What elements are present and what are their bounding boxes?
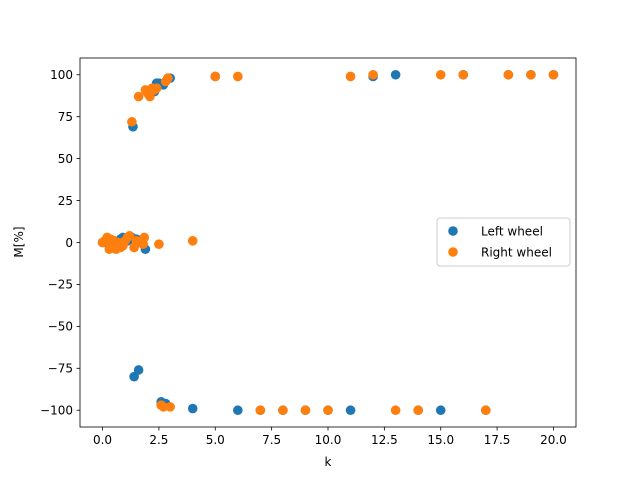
y-tick-label: −50: [48, 320, 73, 334]
data-point: [127, 116, 137, 127]
x-axis-label: k: [325, 455, 332, 469]
data-point: [187, 403, 198, 414]
series-right-wheel: [97, 69, 559, 416]
data-point: [368, 69, 378, 80]
y-tick-label: 100: [50, 68, 73, 82]
data-point: [458, 69, 469, 80]
y-tick-label: −25: [48, 278, 73, 292]
data-point: [124, 230, 135, 241]
data-point: [345, 405, 356, 416]
legend-label: Left wheel: [481, 224, 543, 238]
x-tick-label: 17.5: [484, 433, 511, 447]
y-tick-label: 75: [58, 110, 73, 124]
x-tick-label: 12.5: [371, 433, 398, 447]
data-point: [435, 405, 446, 416]
data-point: [526, 69, 536, 80]
data-point: [548, 69, 559, 80]
data-point: [413, 405, 423, 416]
data-point: [233, 71, 243, 82]
axes: 0.0 2.5 5.0 7.5 10.0 12.5 15.0 17.5 20.0 −100 −75 −…: [40, 57, 577, 447]
x-tick-label: 10.0: [315, 433, 342, 447]
legend-marker: [448, 226, 458, 236]
x-tick-label: 2.5: [149, 433, 168, 447]
data-point: [210, 71, 221, 82]
data-point: [233, 405, 243, 416]
legend-label: Right wheel: [481, 245, 552, 259]
legend-box: [436, 217, 571, 267]
data-point: [435, 69, 446, 80]
data-point: [481, 405, 491, 416]
data-point: [158, 402, 169, 412]
y-tick-label: 25: [58, 194, 73, 208]
data-point: [390, 405, 401, 416]
data-point: [278, 405, 288, 416]
data-point: [163, 73, 173, 83]
data-point: [187, 236, 198, 246]
y-tick-label: −75: [48, 362, 73, 376]
data-point: [390, 69, 401, 80]
legend: Left wheel Right wheel: [436, 217, 571, 267]
data-point: [151, 83, 162, 93]
x-tick-label: 7.5: [262, 433, 281, 447]
data-point: [154, 239, 164, 249]
data-point: [133, 365, 144, 375]
y-tick-label: −100: [40, 404, 73, 418]
x-tick-label: 0.0: [93, 433, 112, 447]
legend-marker: [448, 247, 458, 257]
data-point: [133, 91, 144, 102]
x-tick-label: 15.0: [427, 433, 454, 447]
data-point: [165, 402, 175, 412]
y-tick-label: 0: [65, 236, 73, 250]
data-point: [345, 71, 356, 82]
data-point: [300, 405, 311, 416]
data-point: [255, 405, 266, 416]
y-tick-label: 50: [58, 152, 73, 166]
x-tick-label: 20.0: [540, 433, 567, 447]
x-tick-label: 5.0: [206, 433, 225, 447]
data-point: [139, 232, 150, 243]
plot-area: [97, 69, 559, 416]
data-point: [323, 405, 333, 416]
data-point: [503, 69, 514, 80]
y-axis-label: M[%]: [12, 226, 26, 257]
